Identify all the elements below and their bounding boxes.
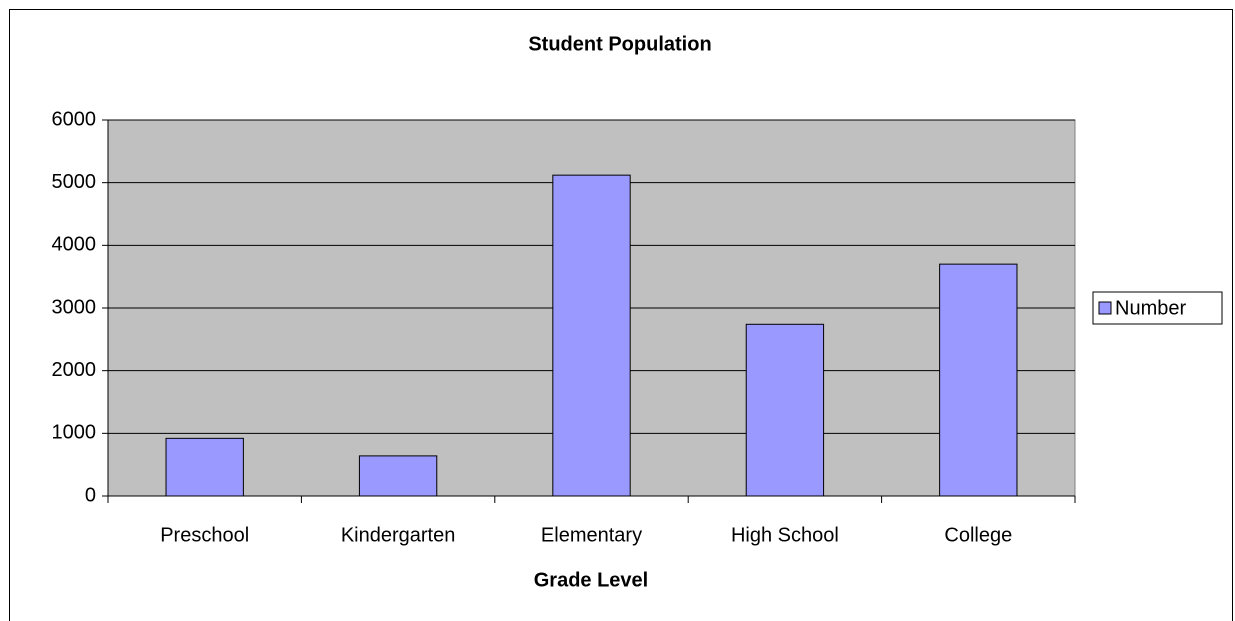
y-tick-label: 4000 xyxy=(52,234,97,256)
legend-label: Number xyxy=(1115,297,1186,319)
y-tick-label: 2000 xyxy=(52,359,97,381)
chart-title: Student Population xyxy=(528,33,711,55)
bar xyxy=(358,455,438,497)
legend-box xyxy=(1092,291,1223,325)
x-tick-label: High School xyxy=(731,524,839,546)
bar xyxy=(939,263,1018,497)
x-tick-label: College xyxy=(944,524,1012,546)
bar xyxy=(165,437,244,497)
bar xyxy=(552,174,631,497)
bar xyxy=(745,323,825,497)
x-tick-label: Elementary xyxy=(541,524,642,546)
y-tick-label: 3000 xyxy=(52,296,97,318)
x-axis-label: Grade Level xyxy=(534,569,649,591)
legend-swatch xyxy=(1098,301,1112,315)
y-tick-label: 5000 xyxy=(52,171,97,193)
x-tick-label: Kindergarten xyxy=(341,524,456,546)
x-tick-label: Preschool xyxy=(160,524,249,546)
y-tick-label: 0 xyxy=(85,484,96,506)
y-tick-label: 1000 xyxy=(52,422,97,444)
y-tick-label: 6000 xyxy=(52,108,97,130)
